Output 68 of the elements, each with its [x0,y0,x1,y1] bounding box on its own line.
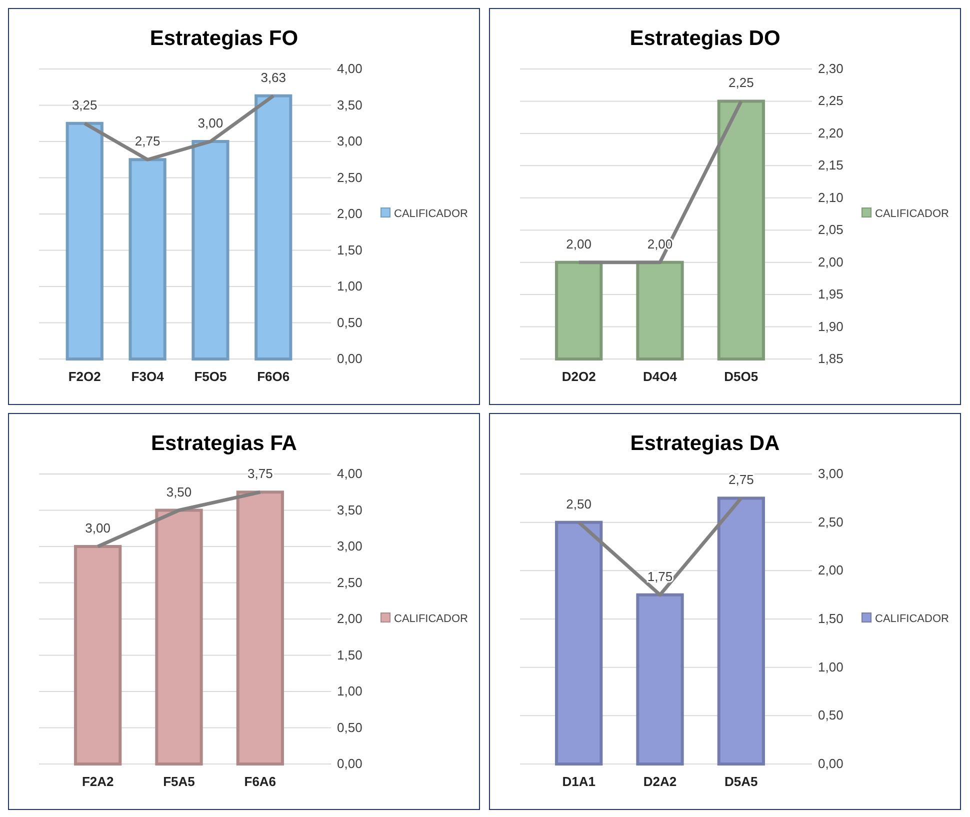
x-tick-label: F6A6 [244,774,276,789]
chart-title: Estrategias DA [630,432,780,455]
x-tick-label: F3O4 [131,369,165,384]
x-tick-label: F6O6 [257,369,290,384]
y-tick-label: 2,00 [337,611,362,626]
y-tick-label: 2,50 [337,574,362,590]
x-tick-label: F5O5 [194,369,227,384]
y-tick-label: 1,95 [818,286,844,302]
y-tick-label: 0,50 [818,708,844,723]
y-tick-label: 2,10 [818,190,844,205]
y-tick-label: 0,00 [818,756,844,771]
chart-title: Estrategias FA [151,432,297,455]
legend-label: CALIFICADOR [394,208,468,220]
y-tick-label: 1,00 [337,684,362,698]
y-tick-label: 1,85 [818,351,844,366]
x-tick-label: D1A1 [562,774,596,789]
x-tick-label: D4O4 [643,369,678,384]
data-label: 3,63 [260,70,286,85]
data-label: 3,75 [248,466,273,482]
y-tick-label: 1,50 [337,647,362,662]
data-label: 3,50 [166,484,192,500]
y-tick-label: 2,15 [818,158,844,173]
x-tick-label: F2O2 [68,369,101,384]
y-tick-label: 2,20 [818,125,844,140]
chart-title: Estrategias DO [630,27,780,50]
y-tick-label: 4,00 [337,466,362,481]
legend-label: CALIFICADOR [394,613,468,625]
data-label: 2,75 [728,472,754,488]
y-tick-label: 1,50 [337,242,362,258]
y-tick-label: 1,00 [337,278,362,294]
y-tick-label: 3,50 [337,502,362,518]
y-tick-label: 2,30 [818,61,844,76]
y-tick-label: 3,00 [337,538,362,554]
x-tick-label: D5A5 [724,774,758,789]
y-tick-label: 2,00 [337,206,362,221]
x-tick-label: D5O5 [724,369,758,384]
data-label: 2,00 [566,236,592,252]
x-tick-label: D2A2 [643,774,677,789]
y-tick-label: 2,50 [818,514,844,530]
y-tick-label: 2,00 [818,254,844,270]
y-tick-label: 4,00 [337,61,362,76]
y-tick-label: 3,00 [818,466,844,481]
x-tick-label: D2O2 [562,369,596,384]
y-tick-label: 3,50 [337,97,362,112]
y-tick-label: 2,05 [818,222,844,238]
x-tick-label: F5A5 [163,774,195,789]
y-tick-label: 0,00 [337,756,362,771]
data-label: 3,00 [198,116,224,130]
data-label: 3,25 [72,97,98,112]
chart-title: Estrategias FO [150,27,298,50]
y-tick-label: 0,50 [337,720,362,735]
y-tick-label: 1,50 [818,611,844,626]
data-label: 2,75 [134,134,160,149]
y-tick-label: 0,00 [337,351,362,366]
y-tick-label: 0,50 [337,314,362,330]
legend-label: CALIFICADOR [875,208,950,220]
legend-label: CALIFICADOR [875,613,950,625]
data-label: 2,25 [728,75,754,90]
y-tick-label: 1,90 [818,318,844,334]
data-label: 2,50 [566,496,592,512]
x-tick-label: F2A2 [82,774,114,789]
y-tick-label: 1,00 [818,659,844,674]
y-tick-label: 3,00 [337,134,362,148]
y-tick-label: 2,25 [818,93,844,108]
data-label: 3,00 [85,520,110,536]
y-tick-label: 2,00 [818,562,844,578]
y-tick-label: 2,50 [337,170,362,185]
data-label: 1,75 [647,568,673,584]
